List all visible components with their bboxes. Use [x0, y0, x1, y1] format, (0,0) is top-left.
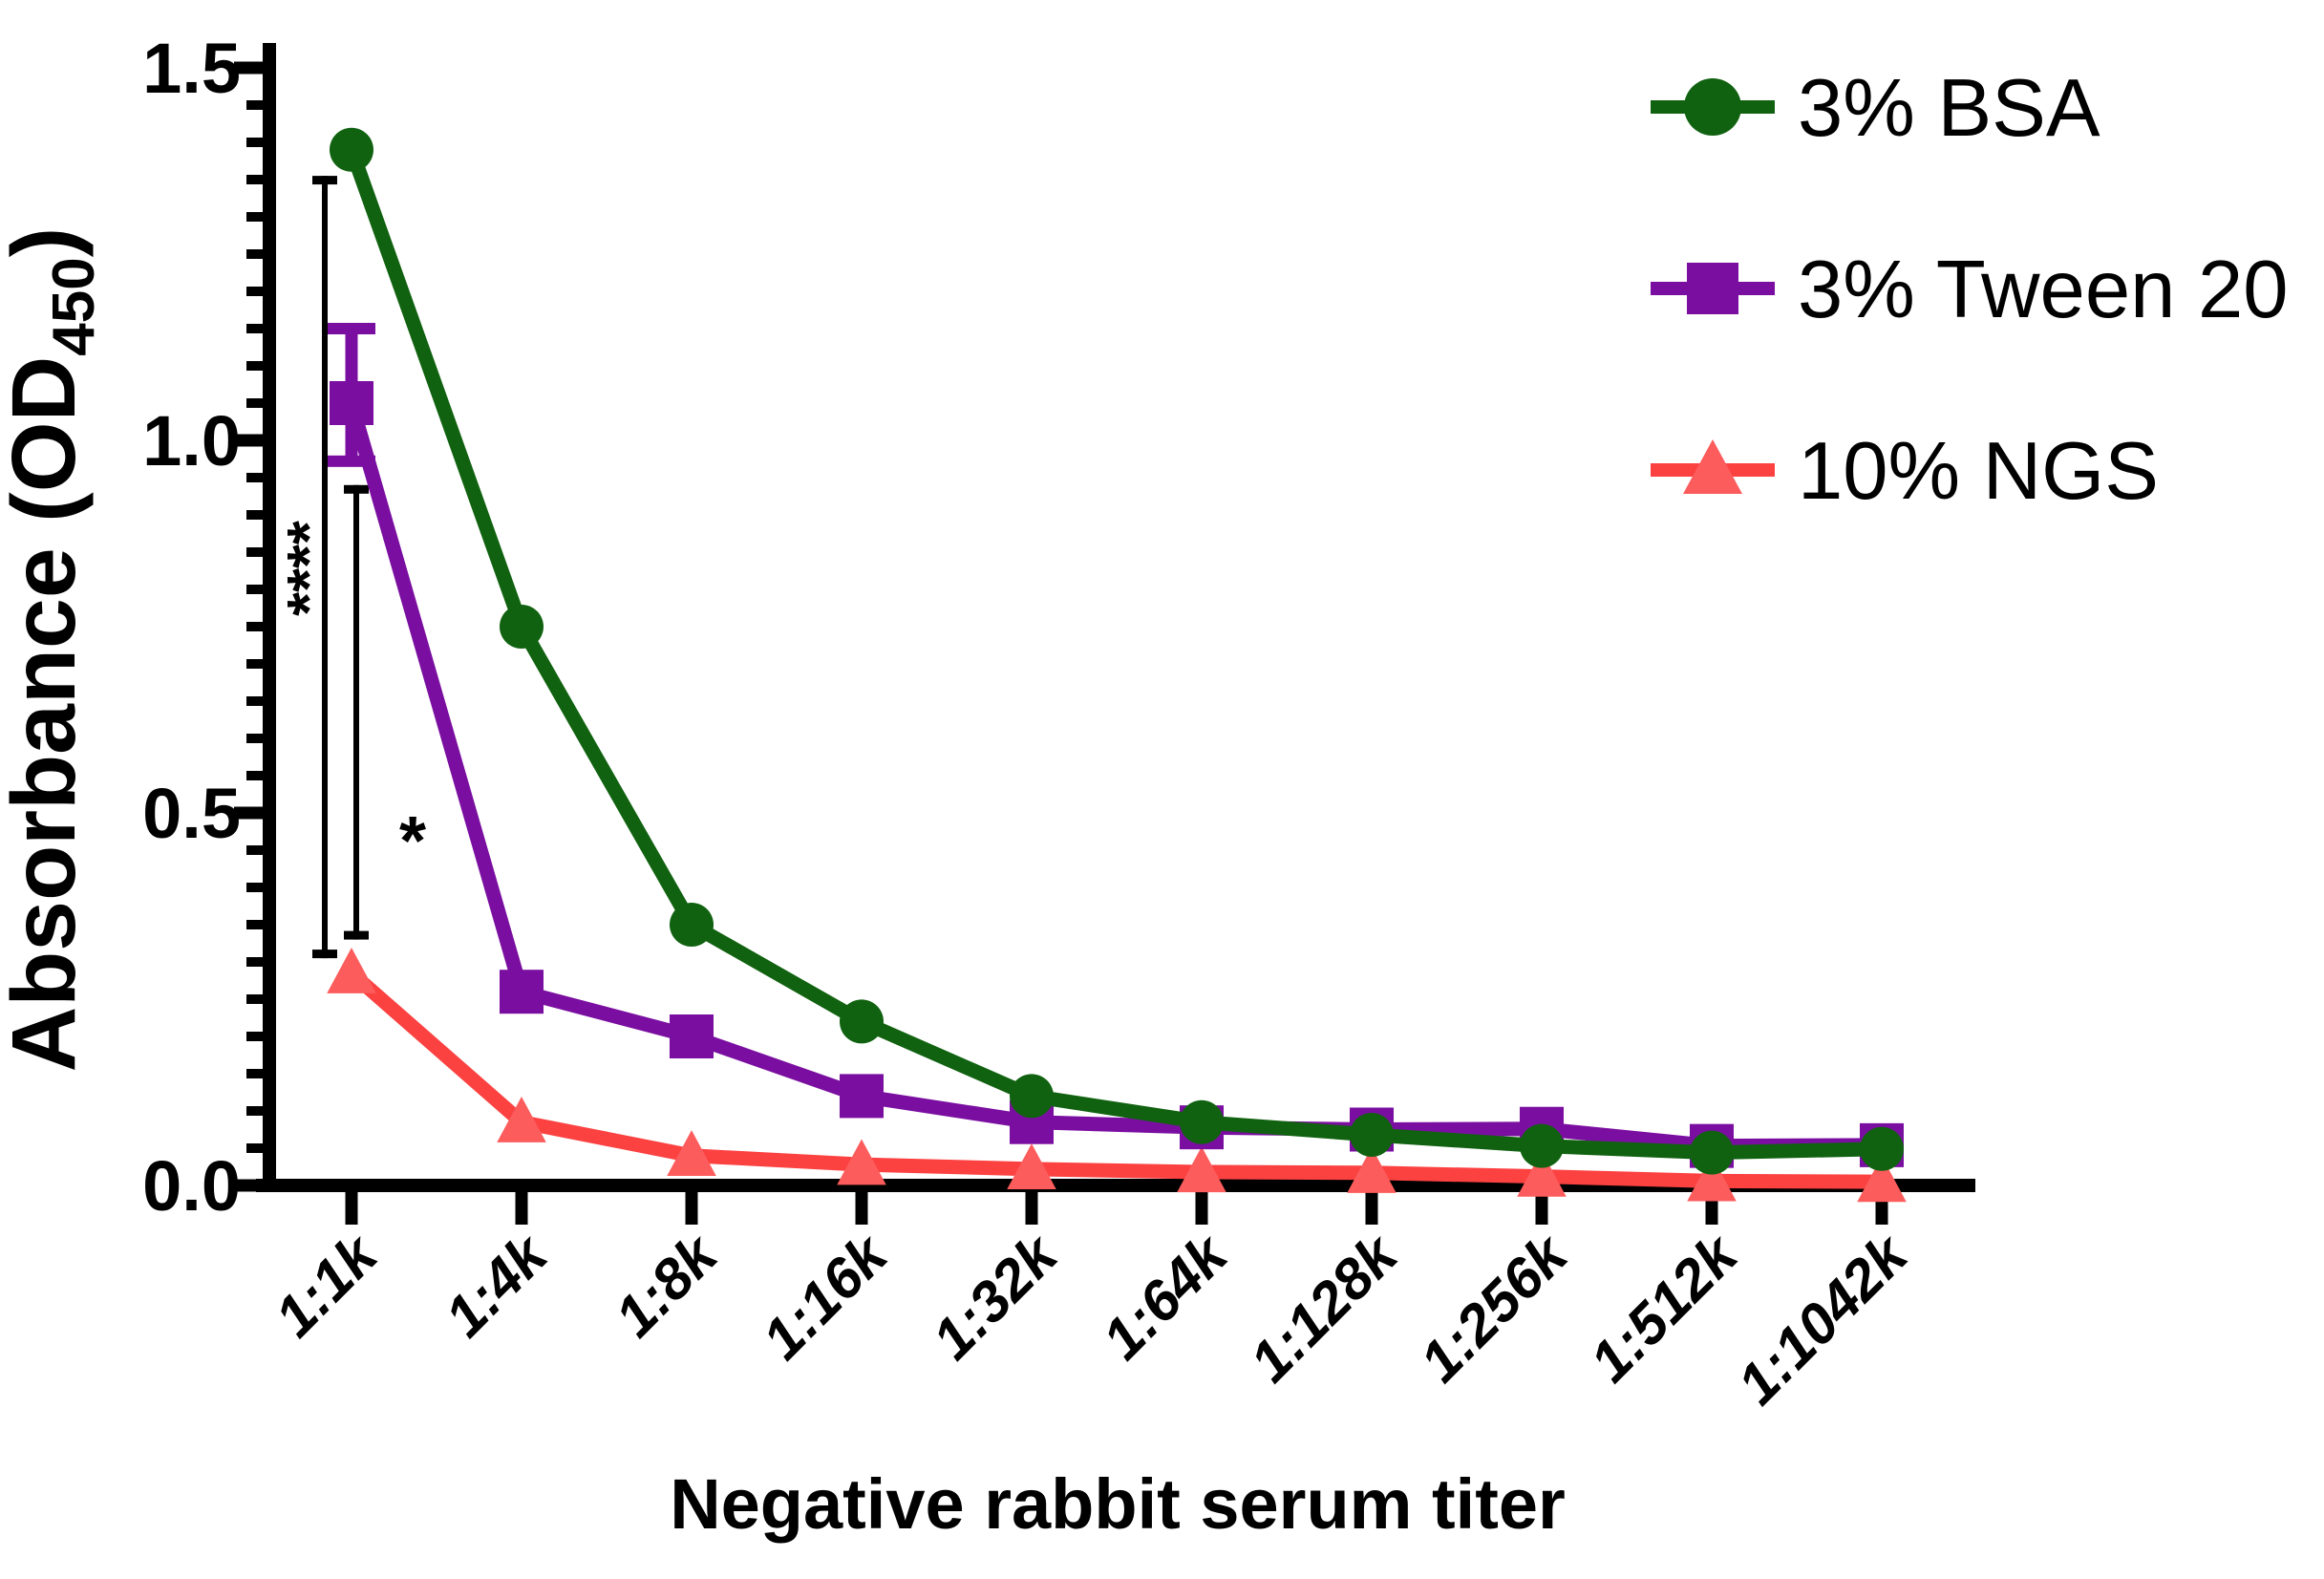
- y-minor-tick: [246, 249, 263, 259]
- y-minor-tick: [246, 771, 263, 780]
- significance-bracket: *: [344, 484, 426, 940]
- y-tick-label: 1.0: [142, 401, 241, 480]
- data-point-square: [840, 1074, 884, 1119]
- x-tick: [1535, 1192, 1548, 1225]
- y-tick-label: 0.0: [142, 1146, 241, 1226]
- data-point-triangle: [497, 1097, 546, 1142]
- y-minor-tick: [246, 398, 263, 408]
- legend-marker-circle-icon: [1684, 78, 1741, 136]
- y-minor-tick: [246, 510, 263, 520]
- y-minor-tick: [246, 994, 263, 1004]
- x-tick: [1195, 1192, 1208, 1225]
- y-minor-tick: [246, 585, 263, 594]
- data-point-circle: [840, 999, 884, 1044]
- y-minor-tick: [246, 212, 263, 222]
- significance-star-label: *: [399, 803, 426, 880]
- series-ngs: [327, 948, 1907, 1203]
- y-minor-tick: [246, 1143, 263, 1153]
- data-point-triangle: [1857, 1156, 1907, 1203]
- y-minor-tick: [246, 100, 263, 110]
- y-minor-tick: [246, 361, 263, 371]
- bracket-line: [353, 484, 359, 940]
- bracket-cap-top: [312, 176, 337, 185]
- data-point-square: [330, 381, 373, 425]
- y-minor-tick: [246, 734, 263, 743]
- y-minor-tick: [246, 138, 263, 147]
- data-point-circle: [1860, 1126, 1904, 1171]
- legend-item-tween20: 3% Tween 20: [1651, 245, 2289, 335]
- error-bar-cap-bottom: [328, 455, 375, 467]
- bracket-cap-bottom: [312, 950, 337, 959]
- y-minor-tick: [246, 883, 263, 892]
- x-tick: [685, 1192, 698, 1225]
- y-minor-tick: [246, 473, 263, 482]
- data-point-circle: [1690, 1130, 1734, 1175]
- data-point-circle: [330, 127, 373, 172]
- data-point-circle: [500, 605, 544, 649]
- y-minor-tick: [246, 287, 263, 296]
- series-bsa: [330, 127, 1904, 1175]
- legend-label: 3% Tween 20: [1798, 245, 2289, 335]
- y-tick-label: 0.5: [142, 774, 241, 853]
- error-bar-cap-top: [328, 323, 375, 334]
- bracket-line: [322, 176, 328, 959]
- significance-stars-label: ****: [274, 521, 343, 616]
- data-point-triangle: [1517, 1150, 1567, 1197]
- y-minor-tick: [246, 845, 263, 855]
- legend-marker-triangle-icon: [1683, 439, 1742, 494]
- series-line-tween20: [344, 400, 1883, 1154]
- y-minor-tick: [246, 1106, 263, 1116]
- y-tick-label: 1.5: [142, 29, 241, 108]
- y-minor-tick: [246, 1032, 263, 1041]
- data-point-triangle: [667, 1130, 716, 1176]
- data-point-square: [670, 1014, 714, 1058]
- x-tick: [515, 1192, 528, 1225]
- x-tick: [1365, 1192, 1378, 1225]
- data-point-circle: [1010, 1074, 1054, 1119]
- legend: 3% BSA 3% Tween 20 10% NGS: [1651, 63, 2289, 517]
- y-axis-title: Absorbance (OD450): [0, 227, 107, 1073]
- x-axis-title: Negative rabbit serum titer: [670, 1464, 1566, 1544]
- x-tick: [855, 1192, 868, 1225]
- y-major-tick: [234, 1179, 263, 1192]
- series-line-bsa: [344, 147, 1883, 1161]
- significance-bracket: ****: [274, 176, 343, 959]
- y-minor-tick: [246, 957, 263, 967]
- y-minor-tick: [246, 920, 263, 929]
- y-axis-spine: [263, 43, 276, 1192]
- y-minor-tick: [246, 1069, 263, 1078]
- y-minor-tick: [246, 547, 263, 557]
- bracket-cap-bottom: [344, 930, 369, 940]
- legend-item-ngs: 10% NGS: [1651, 426, 2159, 517]
- series-line-ngs: [347, 968, 1883, 1189]
- y-major-tick: [234, 61, 263, 75]
- y-minor-tick: [246, 175, 263, 184]
- bracket-cap-top: [344, 484, 369, 494]
- y-minor-tick: [246, 659, 263, 669]
- legend-item-bsa: 3% BSA: [1651, 63, 2100, 154]
- x-tick: [345, 1192, 358, 1225]
- legend-label: 10% NGS: [1798, 426, 2159, 517]
- legend-label: 3% BSA: [1798, 63, 2100, 154]
- data-point-triangle: [1177, 1146, 1226, 1193]
- data-point-triangle: [837, 1139, 886, 1185]
- y-minor-tick: [246, 324, 263, 333]
- y-major-tick: [234, 806, 263, 820]
- y-minor-tick: [246, 696, 263, 706]
- data-point-square: [500, 970, 544, 1014]
- data-point-circle: [1180, 1099, 1224, 1144]
- legend-marker-square-icon: [1687, 263, 1738, 314]
- data-point-triangle: [1687, 1155, 1737, 1202]
- data-point-circle: [1520, 1123, 1564, 1168]
- x-tick: [1025, 1192, 1038, 1225]
- data-point-triangle: [1347, 1147, 1397, 1193]
- y-minor-tick: [246, 622, 263, 631]
- y-major-tick: [234, 434, 263, 447]
- data-point-circle: [1350, 1112, 1394, 1157]
- data-point-triangle: [327, 948, 376, 993]
- data-point-triangle: [1007, 1143, 1056, 1189]
- data-point-circle: [670, 903, 714, 947]
